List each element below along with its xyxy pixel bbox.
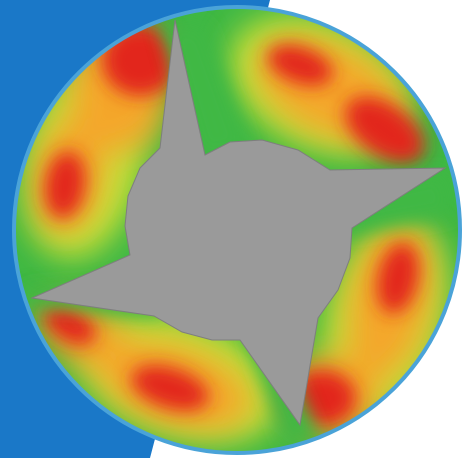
zone-top-right-peak-b (345, 96, 425, 164)
rotor-solid-region (30, 19, 447, 427)
zone-bottom-peak (131, 365, 209, 411)
zone-top-left-peak (102, 24, 178, 96)
zone-right-peak (377, 242, 419, 314)
zone-left-peak (44, 151, 86, 219)
zone-bottom-left-peak (44, 305, 96, 345)
outer-casing-rim (12, 5, 462, 455)
zone-top-right-peak-a (267, 44, 333, 86)
